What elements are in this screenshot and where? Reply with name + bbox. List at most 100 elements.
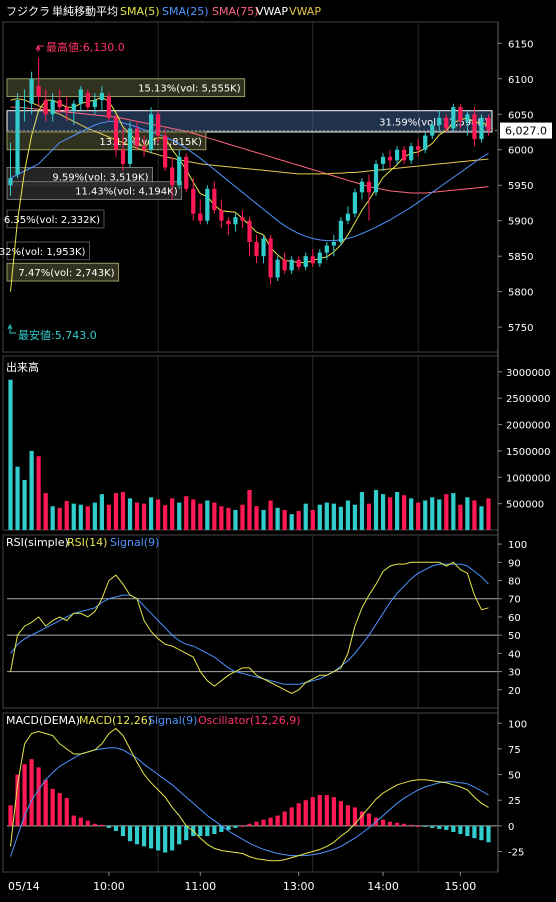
candle-body-39 — [282, 259, 287, 271]
candle-body-7 — [57, 100, 62, 108]
volume-bar-62 — [444, 494, 449, 530]
volume-bar-55 — [395, 492, 400, 530]
candle-body-62 — [444, 117, 449, 129]
volume-bar-11 — [85, 506, 90, 530]
rsi-panel[interactable]: 20 30 40 50 60 70 80 90 100 — [2, 534, 527, 709]
rsi-tick-label-70: 70 — [508, 595, 521, 606]
rsi-tick-label-90: 90 — [508, 558, 521, 569]
volume-bar-21 — [156, 499, 161, 530]
volume-bar-26 — [191, 499, 196, 530]
volume-bar-29 — [212, 502, 217, 530]
volume-bar-45 — [324, 502, 329, 530]
volume-bar-52 — [373, 489, 379, 530]
candle-body-11 — [85, 92, 90, 108]
main-legend-symbol: フジクラ — [6, 5, 50, 18]
candle-body-4 — [36, 85, 41, 97]
macd-oscillator-bar-8 — [64, 798, 69, 826]
macd-tick-label-0: 0 — [508, 822, 514, 833]
macd-oscillator-bar-11 — [85, 820, 90, 826]
macd-oscillator-bar-27 — [198, 825, 203, 837]
rsi-tick-label-30: 30 — [508, 668, 521, 679]
time-axis: 05/14 10:00 11:00 13:00 14:00 15:00 — [8, 872, 476, 893]
macd-oscillator-bar-61 — [437, 825, 442, 829]
candle-body-58 — [416, 146, 421, 150]
candle-body-63 — [451, 107, 456, 129]
candle-body-67 — [479, 117, 484, 140]
macd-oscillator-bar-39 — [282, 811, 287, 826]
candle-body-3 — [29, 78, 34, 104]
volume-bar-2 — [22, 479, 27, 530]
volume-tick-label-2000000: 2000000 — [506, 421, 551, 432]
volume-bar-32 — [233, 509, 238, 530]
volume-bar-66 — [472, 500, 477, 530]
sma25-line — [10, 120, 489, 242]
candle-body-48 — [345, 213, 351, 221]
volume-bar-46 — [331, 503, 336, 530]
price-tick-label-5800: 5800 — [508, 288, 533, 299]
price-tick-label-5850: 5850 — [508, 252, 533, 263]
macd-oscillator-bar-57 — [409, 824, 414, 826]
volume-bar-12 — [92, 502, 97, 530]
candle-body-34 — [247, 220, 252, 242]
volume-tick-label-1500000: 1500000 — [506, 447, 551, 458]
volume-bar-31 — [226, 507, 231, 530]
macd-tick-label-25: 25 — [508, 796, 521, 807]
rsi-tick-label-100: 100 — [508, 540, 527, 551]
volume-bar-65 — [465, 497, 470, 530]
rsi-line — [10, 561, 489, 694]
macd-panel[interactable]: -25 0 25 50 75 100 — [2, 712, 527, 873]
candle-body-55 — [395, 149, 400, 161]
macd-oscillator-bar-23 — [170, 825, 175, 851]
macd-oscillator-bar-25 — [184, 825, 189, 841]
vwap-line — [10, 98, 489, 175]
current-price-tag: 6,027.0 — [500, 122, 552, 139]
macd-oscillator-bar-4 — [36, 767, 41, 826]
macd-oscillator-bar-45 — [324, 795, 329, 826]
volume-bar-17 — [127, 498, 133, 530]
price-tick-label-6150: 6150 — [508, 39, 533, 50]
main-price-panel[interactable]: 5750 5800 5850 5900 5950 6000 6050 6100 6150 15.1… — [0, 21, 533, 353]
candle-body-54 — [387, 156, 393, 161]
volume-bar-67 — [479, 506, 484, 530]
candle-body-37 — [268, 238, 273, 278]
macd-oscillator-bar-30 — [219, 825, 224, 832]
candle-body-32 — [233, 217, 238, 225]
time-tick-label-2: 13:00 — [283, 880, 315, 893]
volume-bar-33 — [240, 504, 245, 530]
volume-bar-47 — [338, 506, 343, 530]
candle-body-9 — [71, 103, 76, 111]
candle-body-56 — [402, 149, 407, 161]
volume-bar-10 — [78, 504, 83, 530]
volume-bar-58 — [416, 502, 421, 530]
candle-body-47 — [338, 220, 343, 242]
candle-body-2 — [22, 107, 27, 109]
macd-oscillator-bar-60 — [430, 825, 435, 828]
volume-bar-40 — [289, 514, 294, 530]
macd-oscillator-bar-58 — [416, 825, 421, 827]
high-label: 最高値:6,130.0 — [46, 40, 125, 54]
volume-tick-label-3000000: 3000000 — [506, 368, 551, 379]
volume-bar-37 — [268, 500, 273, 530]
macd-oscillator-bar-19 — [141, 825, 147, 847]
volume-bar-1 — [15, 466, 20, 530]
volume-bar-20 — [148, 497, 154, 530]
volume-profile-label-6: 5.32%(vol: 1,953K) — [0, 247, 86, 258]
rsi-tick-label-60: 60 — [508, 613, 521, 624]
candle-body-22 — [163, 135, 168, 168]
candle-body-57 — [409, 146, 414, 161]
macd-oscillator-bar-10 — [78, 817, 83, 826]
candle-body-13 — [99, 92, 104, 101]
candle-body-20 — [148, 114, 154, 150]
macd-oscillator-bar-64 — [458, 825, 463, 835]
volume-bar-44 — [317, 504, 322, 530]
volume-tick-label-2500000: 2500000 — [506, 394, 551, 405]
candle-body-25 — [184, 156, 189, 189]
volume-bar-42 — [303, 503, 308, 530]
high-annotation: 最高値:6,130.0 — [35, 40, 125, 54]
sma75-line — [10, 106, 489, 194]
macd-oscillator-bar-62 — [444, 825, 449, 830]
candle-body-40 — [289, 259, 294, 271]
candle-body-21 — [156, 114, 161, 136]
volume-bar-28 — [205, 500, 210, 530]
